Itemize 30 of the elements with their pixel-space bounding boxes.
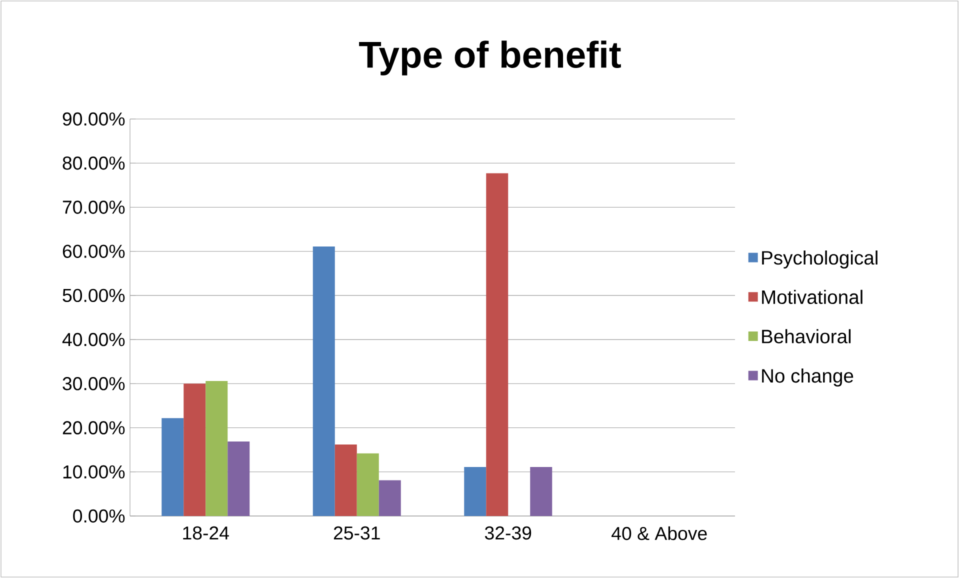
x-tick-label: 40 & Above xyxy=(612,526,707,540)
y-tick-label: 60.00% xyxy=(62,244,125,258)
bar xyxy=(312,246,335,516)
legend-label: Motivational xyxy=(762,290,862,304)
legend-label: Behavioral xyxy=(762,329,851,344)
bar xyxy=(206,381,228,516)
bar xyxy=(530,467,552,516)
y-tick-label: 0.00% xyxy=(73,509,125,523)
y-tick-label: 50.00% xyxy=(62,288,125,302)
y-tick-label: 20.00% xyxy=(62,421,125,434)
bar xyxy=(486,173,508,516)
bar xyxy=(228,441,250,516)
chart-title: Type of benefit xyxy=(359,40,621,76)
x-tick-label: 25-31 xyxy=(334,526,380,540)
bar xyxy=(162,418,184,516)
y-tick-label: 70.00% xyxy=(62,200,125,214)
y-tick-label: 30.00% xyxy=(62,377,125,390)
bar xyxy=(356,453,379,516)
x-tick-label: 18-24 xyxy=(183,526,229,540)
bar xyxy=(378,480,401,516)
legend-label: No change xyxy=(762,368,854,387)
y-tick-label: 90.00% xyxy=(62,112,125,126)
y-tick-label: 40.00% xyxy=(62,332,125,346)
x-tick-label: 32-39 xyxy=(484,526,532,540)
y-tick-label: 80.00% xyxy=(62,156,125,170)
legend-label: Psychological xyxy=(762,250,878,269)
bar xyxy=(464,467,486,516)
bar xyxy=(334,444,357,516)
bar xyxy=(184,384,206,516)
y-tick-label: 10.00% xyxy=(63,465,125,479)
